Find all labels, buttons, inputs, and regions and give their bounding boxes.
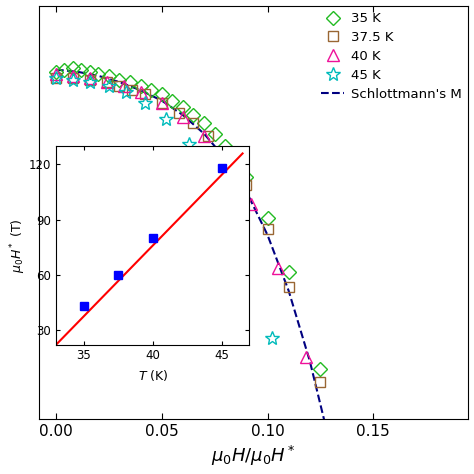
- X-axis label: $\mu_0H/\mu_0H^*$: $\mu_0H/\mu_0H^*$: [211, 444, 296, 468]
- Legend: 35 K, 37.5 K, 40 K, 45 K, Schlottmann's M: 35 K, 37.5 K, 40 K, 45 K, Schlottmann's …: [317, 8, 466, 105]
